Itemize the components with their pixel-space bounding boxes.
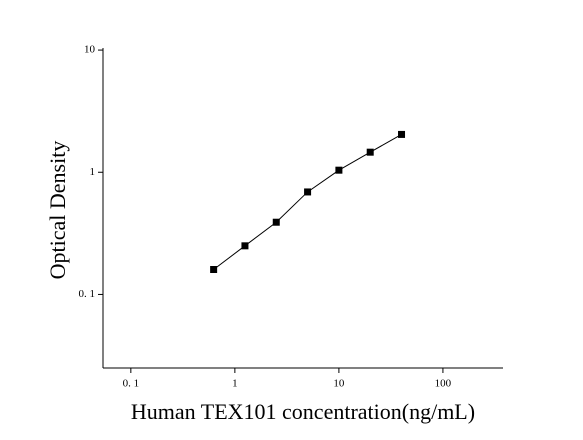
point (366, 148, 374, 156)
x-tick-label: 1 (232, 378, 238, 390)
point (398, 130, 406, 138)
x-tick-label: 10 (333, 378, 345, 390)
x-tick-label: 0. 1 (123, 378, 140, 390)
x-tick-label: 100 (435, 378, 452, 390)
y-tick-label: 1 (90, 166, 96, 178)
point (304, 188, 312, 196)
point (241, 242, 249, 250)
y-tick-label: 0. 1 (79, 288, 96, 300)
point (210, 266, 218, 274)
y-axis-label: Optical Density (45, 141, 70, 280)
x-axis-label: Human TEX101 concentration(ng/mL) (131, 399, 475, 424)
point (272, 218, 280, 226)
point (335, 166, 343, 174)
y-tick-label: 10 (84, 44, 96, 56)
